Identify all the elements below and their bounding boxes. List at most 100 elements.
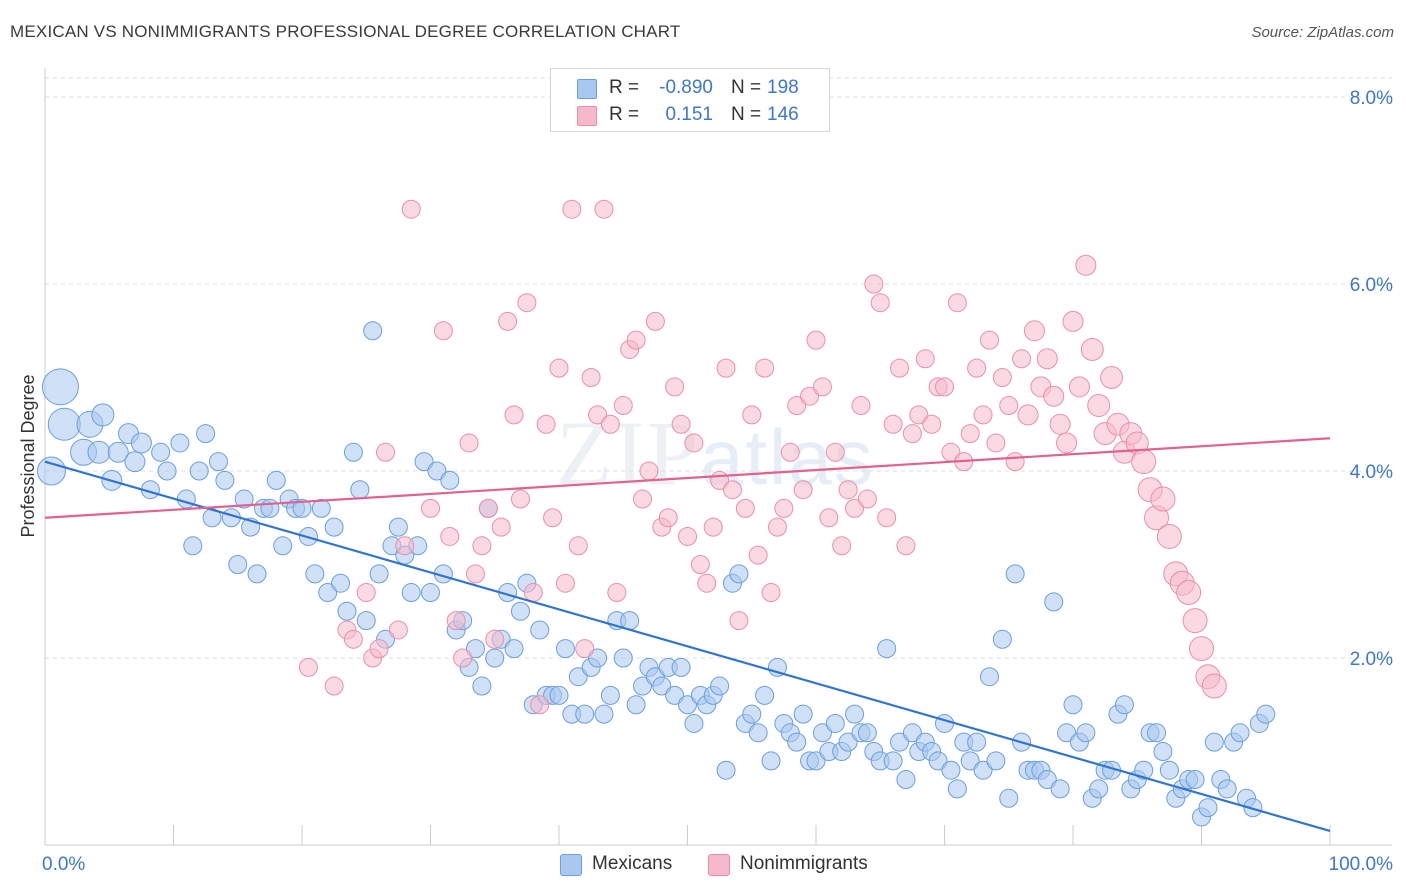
mexicans-point bbox=[388, 517, 408, 537]
nonimmigrants-point bbox=[787, 396, 807, 416]
legend-r-label: R = bbox=[609, 77, 640, 98]
mexicans-point bbox=[1037, 770, 1057, 790]
mexicans-point bbox=[292, 498, 312, 518]
nonimmigrants-point bbox=[376, 442, 396, 462]
nonimmigrants-point bbox=[1056, 432, 1078, 454]
nonimmigrants-point bbox=[960, 424, 980, 444]
nonimmigrants-point bbox=[633, 489, 653, 509]
nonimmigrants-point bbox=[388, 620, 408, 640]
mexicans-point bbox=[748, 723, 768, 743]
mexicans-point bbox=[575, 704, 595, 724]
nonimmigrants-point bbox=[356, 583, 376, 603]
nonimmigrants-point bbox=[761, 583, 781, 603]
mexicans-point bbox=[1147, 723, 1167, 743]
mexicans-point bbox=[36, 456, 66, 486]
mexicans-point bbox=[91, 403, 115, 427]
source-label: Source: ZipAtlas.com bbox=[1251, 24, 1394, 41]
nonimmigrants-point bbox=[517, 293, 537, 313]
mexicans-point bbox=[228, 555, 248, 574]
nonimmigrants-point bbox=[465, 564, 485, 584]
mexicans-point bbox=[902, 723, 922, 743]
nonimmigrants-point bbox=[890, 358, 910, 378]
mexicans-point bbox=[806, 751, 826, 771]
nonimmigrants-point bbox=[562, 199, 582, 219]
mexicans-trend-line bbox=[44, 460, 1331, 833]
mexicans-point bbox=[343, 442, 363, 462]
mexicans-point bbox=[1057, 723, 1077, 743]
mexicans-point bbox=[967, 732, 987, 752]
mexicans-point bbox=[742, 704, 762, 724]
mexicans-point bbox=[633, 676, 653, 696]
mexicans-point bbox=[1153, 742, 1173, 761]
nonimmigrants-point bbox=[523, 583, 543, 603]
series-swatch-mexicans bbox=[560, 854, 582, 876]
chart-title: MEXICAN VS NONIMMIGRANTS PROFESSIONAL DE… bbox=[10, 22, 681, 41]
mexicans-point bbox=[363, 321, 383, 341]
nonimmigrants-point bbox=[446, 611, 466, 631]
series-label-mexicans: Mexicans bbox=[592, 853, 673, 874]
mexicans-point bbox=[247, 564, 267, 584]
nonimmigrants-point bbox=[742, 405, 762, 425]
mexicans-point bbox=[421, 583, 440, 603]
mexicans-point bbox=[890, 732, 910, 752]
nonimmigrants-point bbox=[421, 498, 440, 518]
legend-r-value: 0.151 bbox=[665, 104, 713, 125]
mexicans-point bbox=[671, 657, 691, 677]
y-tick-label: 2.0% bbox=[1350, 649, 1393, 670]
mexicans-point bbox=[414, 452, 434, 472]
mexicans-point bbox=[124, 451, 146, 473]
mexicans-point bbox=[665, 685, 685, 705]
mexicans-point bbox=[1089, 779, 1109, 799]
nonimmigrants-point bbox=[812, 377, 832, 397]
mexicans-point bbox=[196, 424, 216, 444]
legend-r-label: R = bbox=[609, 104, 640, 125]
nonimmigrants-point bbox=[671, 414, 691, 434]
mexicans-point bbox=[87, 440, 111, 464]
mexicans-point bbox=[311, 498, 331, 518]
mexicans-point bbox=[318, 583, 338, 603]
mexicans-point bbox=[1005, 564, 1025, 584]
mexicans-point bbox=[331, 573, 351, 593]
nonimmigrants-point bbox=[819, 508, 839, 528]
mexicans-point bbox=[1044, 592, 1064, 612]
mexicans-point bbox=[812, 723, 832, 743]
mexicans-point bbox=[684, 713, 704, 733]
nonimmigrants-point bbox=[877, 508, 897, 528]
mexicans-point bbox=[729, 564, 749, 584]
nonimmigrants-point bbox=[690, 555, 710, 574]
mexicans-point bbox=[896, 770, 916, 790]
nonimmigrants-point bbox=[510, 489, 530, 509]
mexicans-point bbox=[324, 517, 344, 537]
nonimmigrants-point bbox=[1075, 254, 1097, 276]
nonimmigrants-point bbox=[645, 311, 665, 331]
nonimmigrants-point bbox=[1182, 608, 1208, 634]
mexicans-point bbox=[266, 470, 286, 490]
legend-row-nonimmigrants: R = 0.151 N = 146 bbox=[551, 102, 829, 128]
mexicans-point bbox=[350, 480, 370, 500]
mexicans-point bbox=[465, 639, 485, 659]
mexicans-point bbox=[41, 368, 79, 406]
mexicans-point bbox=[549, 685, 569, 705]
mexicans-point bbox=[485, 648, 505, 668]
nonimmigrants-point bbox=[806, 330, 826, 350]
mexicans-point bbox=[941, 760, 961, 780]
nonimmigrants-point bbox=[1080, 337, 1104, 361]
mexicans-point bbox=[555, 639, 575, 659]
nonimmigrants-point bbox=[1150, 486, 1176, 512]
mexicans-point bbox=[825, 713, 845, 733]
mexicans-point bbox=[1243, 798, 1263, 818]
mexicans-point bbox=[130, 432, 152, 454]
nonimmigrants-point bbox=[575, 639, 595, 659]
nonimmigrants-point bbox=[639, 461, 659, 481]
mexicans-point bbox=[208, 452, 228, 472]
mexicans-point bbox=[877, 639, 897, 659]
series-swatch-nonimmigrants bbox=[708, 854, 730, 876]
nonimmigrants-point bbox=[478, 498, 498, 518]
nonimmigrants-point bbox=[453, 648, 473, 668]
nonimmigrants-point bbox=[607, 583, 627, 603]
mexicans-point bbox=[960, 751, 980, 771]
nonimmigrants-point bbox=[555, 573, 575, 593]
nonimmigrants-point bbox=[1176, 580, 1202, 606]
nonimmigrants-point bbox=[395, 536, 415, 556]
nonimmigrants-point bbox=[1189, 636, 1214, 662]
